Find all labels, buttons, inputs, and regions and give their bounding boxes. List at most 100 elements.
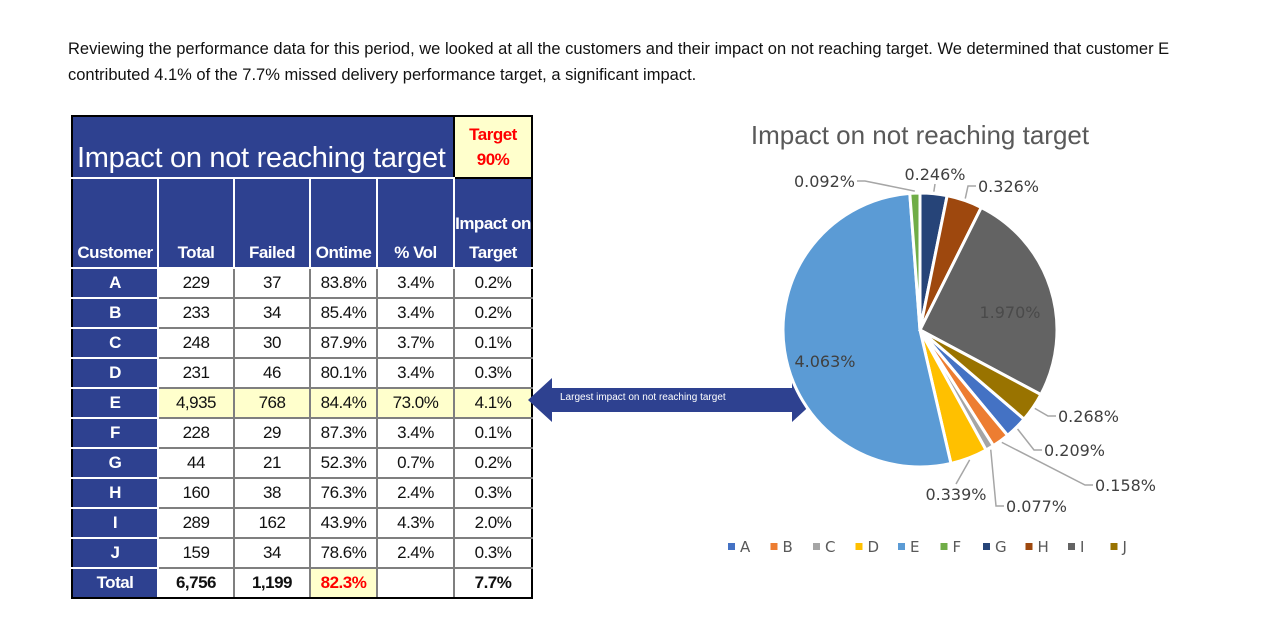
value-cell: 87.9% bbox=[309, 327, 378, 359]
table-row: B 233 34 85.4% 3.4% 0.2% bbox=[71, 297, 533, 329]
leader-line bbox=[990, 449, 1004, 507]
arrow-label: Largest impact on not reaching target bbox=[560, 392, 726, 403]
target-cell: Target 90% bbox=[453, 115, 533, 179]
table-row: H 160 38 76.3% 2.4% 0.3% bbox=[71, 477, 533, 509]
table-row: E 4,935 768 84.4% 73.0% 4.1% bbox=[71, 387, 533, 419]
value-cell: 3.4% bbox=[376, 357, 455, 389]
customer-cell: C bbox=[71, 327, 159, 359]
value-cell: 21 bbox=[233, 447, 311, 479]
pie-chart: Impact on not reaching target 0.209% 0.15… bbox=[728, 120, 1156, 556]
legend-swatch-D bbox=[855, 543, 863, 550]
target-label: Target bbox=[469, 125, 517, 144]
customer-cell: J bbox=[71, 537, 159, 569]
value-cell: 83.8% bbox=[309, 267, 378, 299]
legend-swatch-G bbox=[983, 543, 990, 550]
intro-paragraph: Reviewing the performance data for this … bbox=[68, 40, 1170, 84]
leader-line bbox=[964, 185, 976, 199]
data-label-E: 4.063% bbox=[794, 352, 855, 371]
value-cell: 2.4% bbox=[376, 477, 455, 509]
legend-swatch-I bbox=[1068, 543, 1075, 550]
value-cell: 76.3% bbox=[309, 477, 378, 509]
legend-swatch-H bbox=[1025, 543, 1033, 550]
value-cell: 87.3% bbox=[309, 417, 378, 449]
table-header-row: Customer Total Failed Ontime% Vol Impact on … bbox=[71, 177, 533, 269]
data-label-J: 0.268% bbox=[1058, 407, 1119, 426]
value-cell: 0.3% bbox=[453, 357, 533, 389]
table-title: Impact on not reaching target bbox=[71, 115, 455, 179]
value-cell: 4.3% bbox=[376, 507, 455, 539]
value-cell: 0.1% bbox=[453, 417, 533, 449]
data-label-B: 0.158% bbox=[1095, 476, 1156, 495]
value-cell: 29 bbox=[233, 417, 311, 449]
data-label-F: 0.092% bbox=[794, 172, 855, 191]
table-row: D 231 46 80.1% 3.4% 0.3% bbox=[71, 357, 533, 389]
customer-cell: G bbox=[71, 447, 159, 479]
customer-cell: B bbox=[71, 297, 159, 329]
value-cell bbox=[376, 567, 455, 599]
legend-label-J: J bbox=[1122, 538, 1127, 556]
value-cell: 248 bbox=[157, 327, 235, 359]
customer-cell: A bbox=[71, 267, 159, 299]
value-cell: 0.7% bbox=[376, 447, 455, 479]
value-cell: 3.7% bbox=[376, 327, 455, 359]
header-impact-on-target: Impact on Target bbox=[453, 177, 533, 269]
value-cell: 0.2% bbox=[453, 267, 533, 299]
legend-label-A: A bbox=[740, 538, 751, 556]
value-cell: 231 bbox=[157, 357, 235, 389]
value-cell: 80.1% bbox=[309, 357, 378, 389]
value-cell: 43.9% bbox=[309, 507, 378, 539]
legend-label-B: B bbox=[783, 538, 793, 556]
table-row: F 228 29 87.3% 3.4% 0.1% bbox=[71, 417, 533, 449]
leader-line bbox=[1034, 407, 1056, 417]
legend-label-I: I bbox=[1080, 538, 1084, 556]
pie-slice-E bbox=[781, 191, 953, 469]
value-cell: 0.1% bbox=[453, 327, 533, 359]
value-cell: 4.1% bbox=[453, 387, 533, 419]
customer-cell: H bbox=[71, 477, 159, 509]
legend-swatch-A bbox=[728, 543, 735, 550]
value-cell: 289 bbox=[157, 507, 235, 539]
data-label-C: 0.077% bbox=[1006, 497, 1067, 516]
legend-label-G: G bbox=[995, 538, 1007, 556]
table-row: G 44 21 52.3% 0.7% 0.2% bbox=[71, 447, 533, 479]
value-cell: 229 bbox=[157, 267, 235, 299]
legend-label-E: E bbox=[910, 538, 919, 556]
legend-swatch-E bbox=[898, 543, 905, 550]
value-cell: 0.2% bbox=[453, 297, 533, 329]
value-cell: 52.3% bbox=[309, 447, 378, 479]
data-label-D: 0.339% bbox=[925, 485, 986, 504]
legend-label-C: C bbox=[825, 538, 835, 556]
value-cell: 2.4% bbox=[376, 537, 455, 569]
leader-line bbox=[955, 459, 971, 485]
value-cell: 37 bbox=[233, 267, 311, 299]
data-label-A: 0.209% bbox=[1044, 441, 1105, 460]
customer-cell: D bbox=[71, 357, 159, 389]
impact-table: Impact on not reaching target Target 90%… bbox=[71, 115, 533, 599]
value-cell: 162 bbox=[233, 507, 311, 539]
leader-line bbox=[933, 183, 936, 192]
header-vol: % Vol bbox=[376, 177, 455, 269]
legend-label-D: D bbox=[868, 538, 880, 556]
data-label-I: 1.970% bbox=[979, 303, 1040, 322]
value-cell: 84.4% bbox=[309, 387, 378, 419]
value-cell: 46 bbox=[233, 357, 311, 389]
value-cell: 233 bbox=[157, 297, 235, 329]
value-cell: 160 bbox=[157, 477, 235, 509]
value-cell: 2.0% bbox=[453, 507, 533, 539]
value-cell: 0.3% bbox=[453, 477, 533, 509]
table-row: I 289 162 43.9% 4.3% 2.0% bbox=[71, 507, 533, 539]
header-failed: Failed bbox=[233, 177, 311, 269]
legend-swatch-C bbox=[813, 543, 820, 550]
value-cell: 34 bbox=[233, 537, 311, 569]
header-customer: Customer bbox=[71, 177, 159, 269]
value-cell: 159 bbox=[157, 537, 235, 569]
customer-cell: F bbox=[71, 417, 159, 449]
value-cell: 228 bbox=[157, 417, 235, 449]
value-cell: 44 bbox=[157, 447, 235, 479]
header-ontime: Ontime bbox=[309, 177, 378, 269]
leader-line bbox=[857, 180, 915, 192]
legend-swatch-J bbox=[1110, 543, 1118, 550]
value-cell: 3.4% bbox=[376, 297, 455, 329]
leader-line bbox=[1001, 441, 1093, 486]
value-cell: 30 bbox=[233, 327, 311, 359]
